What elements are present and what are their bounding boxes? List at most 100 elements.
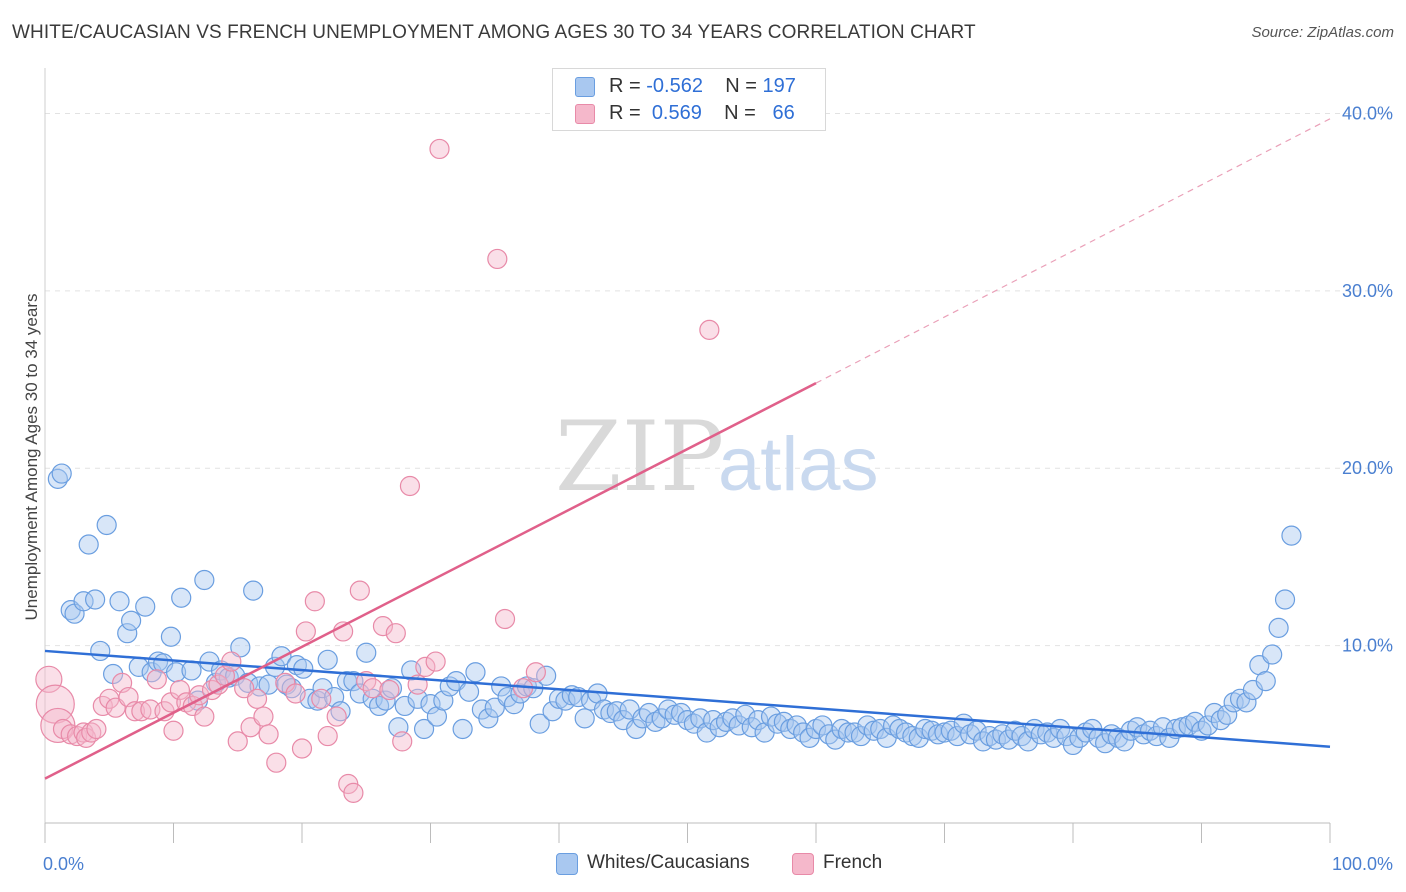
french-point — [221, 651, 242, 672]
whites-point — [857, 715, 878, 736]
whites-point — [1255, 670, 1276, 692]
whites-point — [369, 695, 390, 717]
whites-point — [895, 722, 917, 743]
whites-point — [947, 725, 968, 747]
whites-point — [160, 626, 182, 647]
whites-point — [1139, 720, 1161, 741]
whites-point — [230, 637, 251, 658]
whites-point — [503, 694, 525, 715]
legend-n-label: N = — [724, 102, 762, 124]
french-point — [372, 616, 394, 637]
grid-lines — [45, 112, 1392, 647]
legend-r-value: 0.569 — [651, 102, 702, 124]
whites-point — [645, 711, 666, 732]
whites-point — [78, 534, 99, 555]
whites-point — [181, 660, 202, 681]
whites-point — [625, 718, 647, 740]
french-point — [343, 782, 364, 803]
whites-point — [458, 681, 480, 702]
whites-point — [940, 720, 962, 741]
whites-point — [452, 718, 473, 740]
watermark-atlas: atlas — [718, 422, 879, 507]
y-axis-label: Unemployment Among Ages 30 to 34 years — [22, 294, 41, 621]
trend-lines — [44, 118, 1331, 780]
whites-point — [696, 722, 717, 743]
legend-n-label: N = — [725, 75, 763, 97]
whites-point — [979, 725, 1000, 747]
french-point — [295, 621, 316, 642]
whites-point — [825, 729, 846, 750]
whites-point — [243, 580, 264, 601]
whites-point — [330, 701, 351, 722]
french-point — [163, 720, 184, 741]
whites-point — [420, 694, 441, 715]
french-point — [494, 608, 516, 630]
x-tick-labels: 0.0% 100.0% — [43, 854, 1393, 874]
bottom-legend-swatch-french — [792, 853, 814, 875]
source-note: Source: ZipAtlas.com — [1251, 24, 1394, 41]
french-point — [285, 683, 306, 704]
legend-r-value: -0.562 — [646, 75, 703, 97]
french-point — [146, 669, 167, 690]
whites-point — [1217, 704, 1238, 725]
french-trend-line — [44, 381, 817, 780]
whites-point — [375, 690, 396, 711]
whites-point — [281, 678, 302, 699]
chart-title: WHITE/CAUCASIAN VS FRENCH UNEMPLOYMENT A… — [12, 22, 976, 43]
bottom-legend-swatch-whites — [556, 853, 578, 875]
whites-point — [568, 686, 589, 708]
whites-point — [574, 708, 595, 729]
french-point — [425, 651, 446, 672]
legend-n-value: 66 — [772, 102, 795, 124]
whites-point — [715, 711, 737, 732]
french-point — [392, 731, 413, 752]
legend-swatch-french — [575, 104, 595, 124]
whites-point — [831, 718, 852, 740]
stats-legend: R = -0.562 N = 197 R = 0.569 N = 66 — [552, 68, 826, 131]
french-trend-extension — [815, 118, 1331, 384]
x-tick-label: 100.0% — [1332, 854, 1393, 874]
legend-swatch-whites — [575, 77, 595, 97]
whites-point — [85, 589, 106, 610]
whites-point — [728, 715, 750, 736]
whites-point — [1262, 644, 1283, 665]
whites-point — [349, 683, 370, 704]
french-point — [253, 706, 274, 727]
whites-point — [780, 718, 801, 740]
whites-point — [889, 718, 910, 740]
whites-point — [1268, 617, 1289, 638]
bottom-legend-label-whites: Whites/Caucasians — [587, 852, 750, 873]
bottom-legend-label-french: French — [823, 852, 883, 873]
whites-point — [194, 569, 215, 591]
french-point — [275, 672, 296, 693]
whites-point — [47, 468, 68, 489]
whites-points — [47, 463, 1302, 756]
french-point — [169, 679, 191, 701]
whites-point — [748, 710, 769, 731]
french-point — [227, 731, 248, 752]
whites-point — [1107, 727, 1129, 748]
whites-point — [555, 690, 576, 711]
french-points — [35, 138, 720, 803]
french-point — [362, 678, 383, 699]
whites-point — [171, 587, 192, 608]
whites-point — [882, 715, 904, 736]
french-point — [194, 706, 215, 727]
whites-point — [394, 695, 415, 717]
whites-point — [407, 688, 428, 709]
french-point — [124, 701, 146, 722]
french-point — [379, 679, 400, 701]
whites-point — [96, 514, 117, 536]
y-tick-label: 20.0% — [1342, 458, 1393, 478]
whites-point — [593, 699, 615, 720]
whites-point — [109, 591, 130, 612]
french-point — [86, 718, 107, 740]
watermark: ZIP atlas — [555, 401, 879, 513]
french-point — [258, 724, 279, 745]
whites-point — [258, 674, 279, 695]
whites-point — [805, 718, 827, 740]
whites-trend-line — [44, 649, 1331, 748]
french-point — [399, 475, 421, 497]
whites-point — [529, 713, 550, 734]
whites-point — [317, 649, 338, 670]
